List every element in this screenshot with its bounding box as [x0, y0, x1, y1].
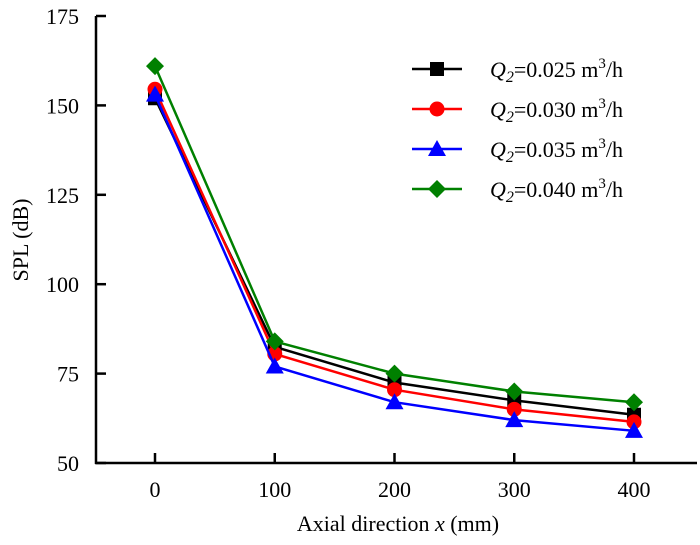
- data-point-2-0: [146, 85, 164, 102]
- legend-label-1: Q2=0.030 m3/h: [490, 96, 623, 126]
- legend-item-2: Q2=0.035 m3/h: [412, 136, 623, 166]
- legend-label-3: Q2=0.040 m3/h: [490, 176, 623, 206]
- x-tick-label-400: 400: [618, 477, 651, 502]
- data-point-2-2: [385, 393, 404, 410]
- data-point-1-3: [506, 401, 522, 417]
- x-tick-label-0: 0: [150, 477, 161, 502]
- y-ticks: 50 75 100 125 150 175: [46, 4, 106, 476]
- legend-label-2: Q2=0.035 m3/h: [490, 136, 623, 166]
- y-tick-label-75: 75: [57, 362, 79, 387]
- x-tick-label-100: 100: [258, 477, 291, 502]
- data-point-2-4: [625, 421, 643, 438]
- series-group: [146, 57, 643, 438]
- data-point-3-3: [505, 382, 524, 401]
- legend: Q2=0.025 m3/h Q2=0.030 m3/h Q2=0.035 m3/h Q…: [412, 56, 623, 206]
- data-point-3-1: [265, 332, 284, 351]
- x-tick-label-300: 300: [498, 477, 531, 502]
- data-point-2-3: [505, 411, 524, 428]
- legend-marker-1: [429, 101, 445, 117]
- series-2: [146, 85, 643, 438]
- data-point-3-2: [385, 364, 404, 383]
- x-ticks: 0 100 200 300 400: [150, 453, 651, 502]
- legend-marker-3: [428, 180, 446, 198]
- legend-marker-2: [428, 140, 446, 156]
- x-axis-title-var: x: [434, 511, 445, 536]
- x-axis-title-suffix: (mm): [445, 511, 499, 536]
- y-axis-title: SPL (dB): [8, 199, 33, 282]
- data-point-3-4: [625, 393, 643, 412]
- x-tick-label-200: 200: [378, 477, 411, 502]
- y-tick-label-100: 100: [46, 272, 79, 297]
- axes: [94, 16, 697, 465]
- y-tick-label-50: 50: [57, 451, 79, 476]
- data-point-1-2: [387, 382, 402, 398]
- y-tick-label-175: 175: [46, 4, 79, 29]
- legend-item-1: Q2=0.030 m3/h: [412, 96, 623, 126]
- legend-label-0: Q2=0.025 m3/h: [490, 56, 623, 86]
- y-tick-label-125: 125: [46, 183, 79, 208]
- legend-marker-0: [430, 62, 444, 76]
- data-point-3-0: [146, 57, 164, 76]
- x-axis-title-prefix: Axial direction: [297, 511, 435, 536]
- y-tick-label-150: 150: [46, 93, 79, 118]
- series-3: [146, 57, 643, 412]
- legend-item-3: Q2=0.040 m3/h: [412, 176, 623, 206]
- x-axis-title: Axial direction x (mm): [297, 511, 499, 536]
- legend-item-0: Q2=0.025 m3/h: [412, 56, 623, 86]
- data-point-2-1: [265, 357, 284, 374]
